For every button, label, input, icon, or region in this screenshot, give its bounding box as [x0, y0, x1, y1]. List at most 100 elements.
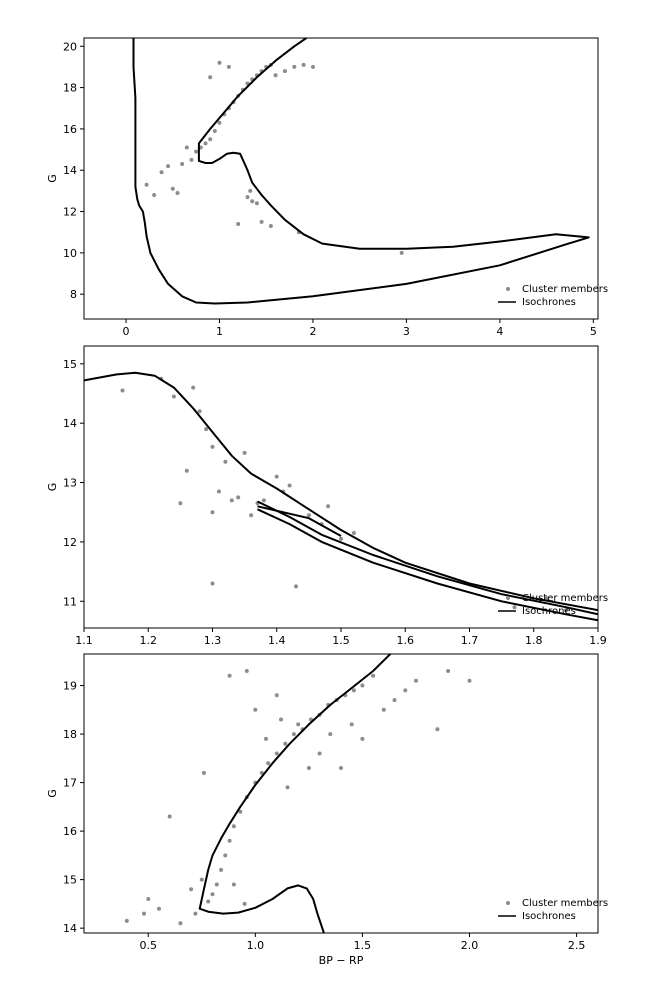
legend: Cluster members Isochrones: [498, 898, 608, 922]
member-point: [403, 688, 408, 693]
member-point: [317, 751, 322, 756]
x-tick-label: 0.5: [140, 939, 158, 952]
y-tick-label: 15: [63, 358, 77, 371]
isochrone-line: [257, 508, 598, 622]
y-axis-label: G: [46, 174, 59, 183]
member-point: [274, 693, 279, 698]
member-point: [189, 887, 194, 892]
y-tick-label: 18: [63, 728, 77, 741]
legend-marker-members: [506, 596, 510, 600]
member-point: [227, 673, 232, 678]
x-tick-label: 1.3: [204, 634, 222, 647]
y-tick-label: 12: [63, 536, 77, 549]
member-point: [216, 489, 221, 494]
member-point: [285, 785, 290, 790]
member-point: [226, 64, 231, 69]
member-point: [339, 536, 343, 541]
legend-label: Isochrones: [522, 911, 576, 922]
x-tick-label: 1.9: [589, 634, 607, 647]
member-point: [167, 814, 172, 819]
member-point: [206, 899, 211, 904]
member-point: [296, 722, 301, 727]
y-tick-label: 8: [70, 288, 77, 301]
x-tick-label: 1.4: [268, 634, 286, 647]
legend-label: Cluster members: [522, 593, 608, 604]
member-point: [244, 669, 249, 673]
y-tick-label: 11: [63, 595, 77, 608]
x-axis-label: BP − RP: [319, 954, 364, 967]
legend-label: Cluster members: [522, 898, 608, 909]
member-point: [229, 498, 234, 503]
plot-area: [124, 654, 472, 933]
legend-marker-members: [506, 901, 510, 905]
member-point: [184, 468, 189, 473]
isochrone-line: [132, 38, 590, 305]
member-point: [223, 853, 228, 858]
isochrone-line: [198, 654, 392, 933]
member-point: [146, 897, 151, 901]
x-tick-label: 2: [309, 325, 316, 338]
isochrone-line: [257, 505, 342, 537]
y-tick-label: 16: [63, 825, 77, 838]
plot-area: [132, 38, 590, 305]
member-point: [264, 736, 268, 741]
plot-area: [84, 371, 598, 622]
member-point: [381, 707, 386, 712]
member-point: [212, 129, 217, 133]
member-point: [194, 149, 199, 154]
member-point: [253, 707, 258, 712]
member-point: [236, 222, 241, 226]
member-point: [120, 388, 125, 393]
member-point: [360, 683, 365, 688]
member-point: [351, 688, 356, 693]
member-point: [563, 608, 568, 613]
member-point: [266, 761, 271, 766]
x-tick-label: 2.0: [461, 939, 479, 952]
member-point: [189, 157, 194, 162]
member-point: [349, 722, 354, 727]
member-point: [178, 501, 183, 506]
member-point: [351, 531, 356, 535]
member-point: [399, 250, 404, 255]
member-point: [180, 162, 185, 166]
panel-3: 0.5 1.0 1.5 2.0 2.5 14 15 16 17 18 19 G BP − RP Clust…: [46, 653, 608, 967]
isochrone-line: [257, 500, 598, 616]
member-point: [311, 64, 315, 69]
x-tick-label: 1.8: [525, 634, 543, 647]
y-tick-label: 12: [63, 206, 77, 219]
x-tick-label: 1.5: [354, 939, 372, 952]
member-point: [236, 495, 241, 500]
member-point: [227, 838, 232, 843]
legend-label: Isochrones: [522, 297, 576, 308]
member-point: [274, 474, 279, 479]
y-axis-label: G: [46, 789, 59, 798]
member-point: [248, 188, 253, 193]
member-point: [203, 141, 208, 146]
member-point: [306, 513, 311, 518]
member-point: [124, 918, 129, 923]
member-point: [219, 867, 224, 872]
axes-frame: [83, 345, 599, 629]
legend-label: Cluster members: [522, 284, 608, 295]
y-tick-label: 13: [63, 477, 77, 490]
member-point: [208, 137, 213, 142]
legend-marker-members: [506, 287, 510, 291]
x-tick-label: 0: [123, 325, 130, 338]
member-point: [214, 882, 219, 887]
member-point: [204, 427, 209, 432]
member-point: [301, 62, 306, 67]
isochrone-line: [84, 371, 598, 612]
member-point: [326, 504, 331, 509]
member-point: [273, 73, 278, 78]
x-tick-label: 1.6: [397, 634, 415, 647]
y-tick-label: 14: [63, 164, 77, 177]
member-point: [210, 581, 215, 586]
member-point: [170, 186, 175, 191]
member-point: [217, 60, 222, 65]
member-point: [283, 741, 288, 746]
member-point: [231, 882, 236, 887]
member-point: [178, 921, 183, 926]
member-point: [512, 605, 517, 610]
member-point: [242, 450, 247, 455]
